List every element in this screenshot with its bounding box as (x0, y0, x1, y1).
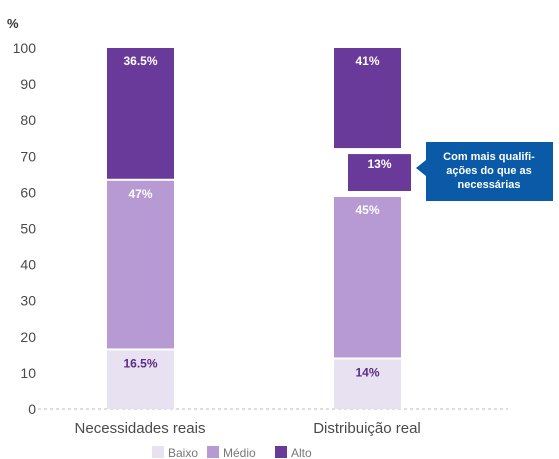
legend-label: Médio (223, 446, 256, 459)
callout-box (416, 142, 553, 201)
legend-swatch-alto (275, 446, 287, 458)
legend-label: Alto (291, 446, 312, 459)
callout-text-line: ações do que as (446, 165, 532, 177)
y-tick-label: 70 (20, 148, 36, 164)
callout-text-line: necessárias (458, 179, 521, 191)
y-tick-label: 30 (20, 293, 36, 309)
y-tick-label: 60 (20, 184, 36, 200)
y-tick-label: 50 (20, 221, 36, 237)
y-tick-label: 100 (13, 40, 37, 56)
category-labels: Necessidades reais Distribuição real (75, 420, 421, 437)
bar-segment-alto (107, 48, 174, 179)
callout-text-line: Com mais qualifi- (443, 151, 535, 163)
legend: Baixo Médio Alto (152, 446, 312, 459)
bar-segment-médio (334, 197, 401, 358)
y-axis-ticks: 0 10 20 30 40 50 60 70 80 90 100 (13, 40, 37, 417)
category-label: Distribuição real (313, 420, 421, 437)
bar-segment-alto (334, 48, 401, 149)
y-tick-label: 40 (20, 257, 36, 273)
callout-annotation: Com mais qualifi-ações do que as necessár… (416, 142, 553, 201)
highlight-label: 13% (367, 157, 391, 171)
bars: 16.5% 47% 36.5% 14% 45% 41% 13% (107, 48, 413, 409)
y-tick-label: 0 (28, 401, 36, 417)
data-label: 16.5% (123, 356, 157, 370)
y-tick-label: 20 (20, 329, 36, 345)
y-axis-unit: % (7, 16, 19, 31)
bar-segment-médio (107, 180, 174, 349)
legend-swatch-médio (207, 446, 219, 458)
legend-label: Baixo (168, 446, 198, 459)
data-label: 45% (355, 203, 379, 217)
data-label: 41% (355, 54, 379, 68)
bar-segment-highlight (348, 154, 411, 192)
bar-segment-baixo (107, 350, 174, 409)
y-tick-label: 10 (20, 365, 36, 381)
legend-swatch-baixo (152, 446, 164, 458)
bar-segment-baixo (334, 359, 401, 409)
data-label: 47% (128, 187, 152, 201)
y-tick-label: 90 (20, 76, 36, 92)
data-label: 14% (355, 365, 379, 379)
data-label: 36.5% (123, 54, 157, 68)
category-label: Necessidades reais (75, 420, 206, 437)
y-tick-label: 80 (20, 112, 36, 128)
